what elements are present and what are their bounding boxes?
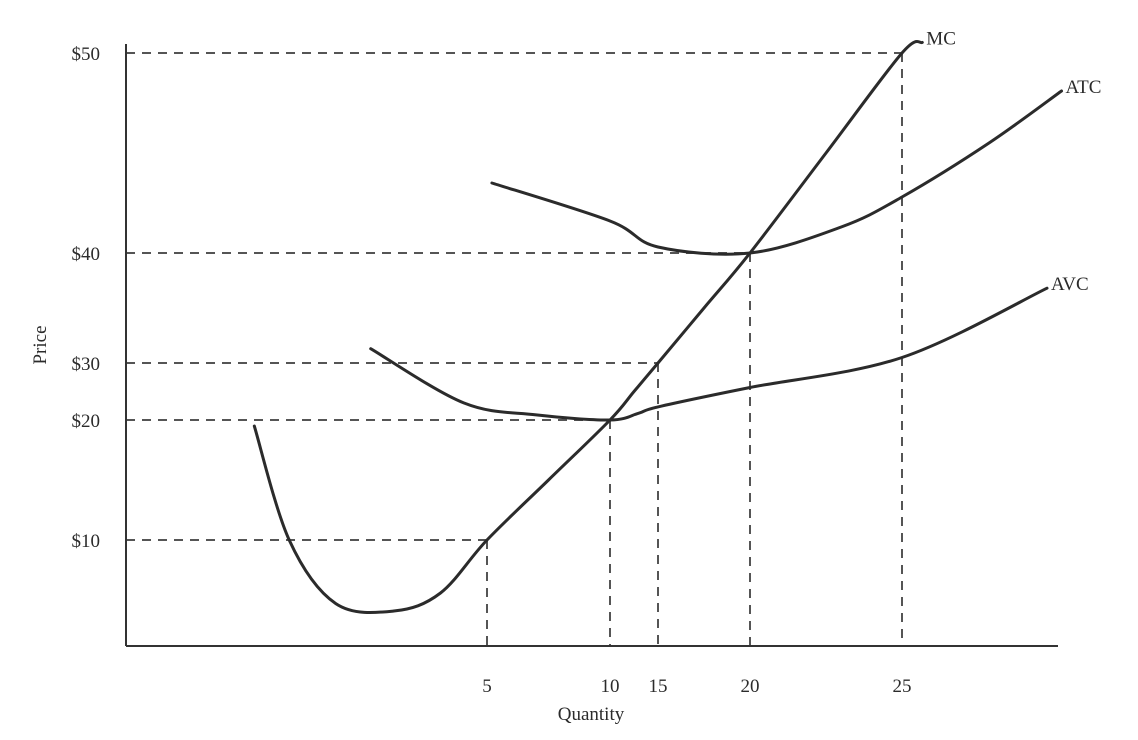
axes xyxy=(125,44,1058,647)
x-tick-label: 15 xyxy=(649,676,668,697)
y-tick-label: $10 xyxy=(72,531,101,552)
avc-curve-label: AVC xyxy=(1051,274,1089,295)
labels: $10 $20 $30 $40 $50 5 10 15 20 25 MC ATC AVC xyxy=(72,28,1102,697)
y-tick-label: $50 xyxy=(72,44,101,65)
x-axis-title: Quantity xyxy=(558,704,625,725)
curves xyxy=(252,39,1063,615)
guide-lines xyxy=(126,52,903,646)
mc-curve-label: MC xyxy=(926,28,956,49)
avc-curve xyxy=(369,286,1049,422)
y-tick-label: $30 xyxy=(72,354,101,375)
y-tick-label: $40 xyxy=(72,244,101,265)
x-tick-label: 10 xyxy=(601,676,620,697)
y-axis-title: Price xyxy=(30,325,51,364)
x-tick-label: 5 xyxy=(482,676,492,697)
y-tick-label: $20 xyxy=(72,411,101,432)
x-tick-label: 25 xyxy=(893,676,912,697)
atc-curve xyxy=(490,89,1063,256)
x-tick-label: 20 xyxy=(741,676,760,697)
mc-curve xyxy=(252,39,924,615)
atc-curve-label: ATC xyxy=(1066,77,1102,98)
